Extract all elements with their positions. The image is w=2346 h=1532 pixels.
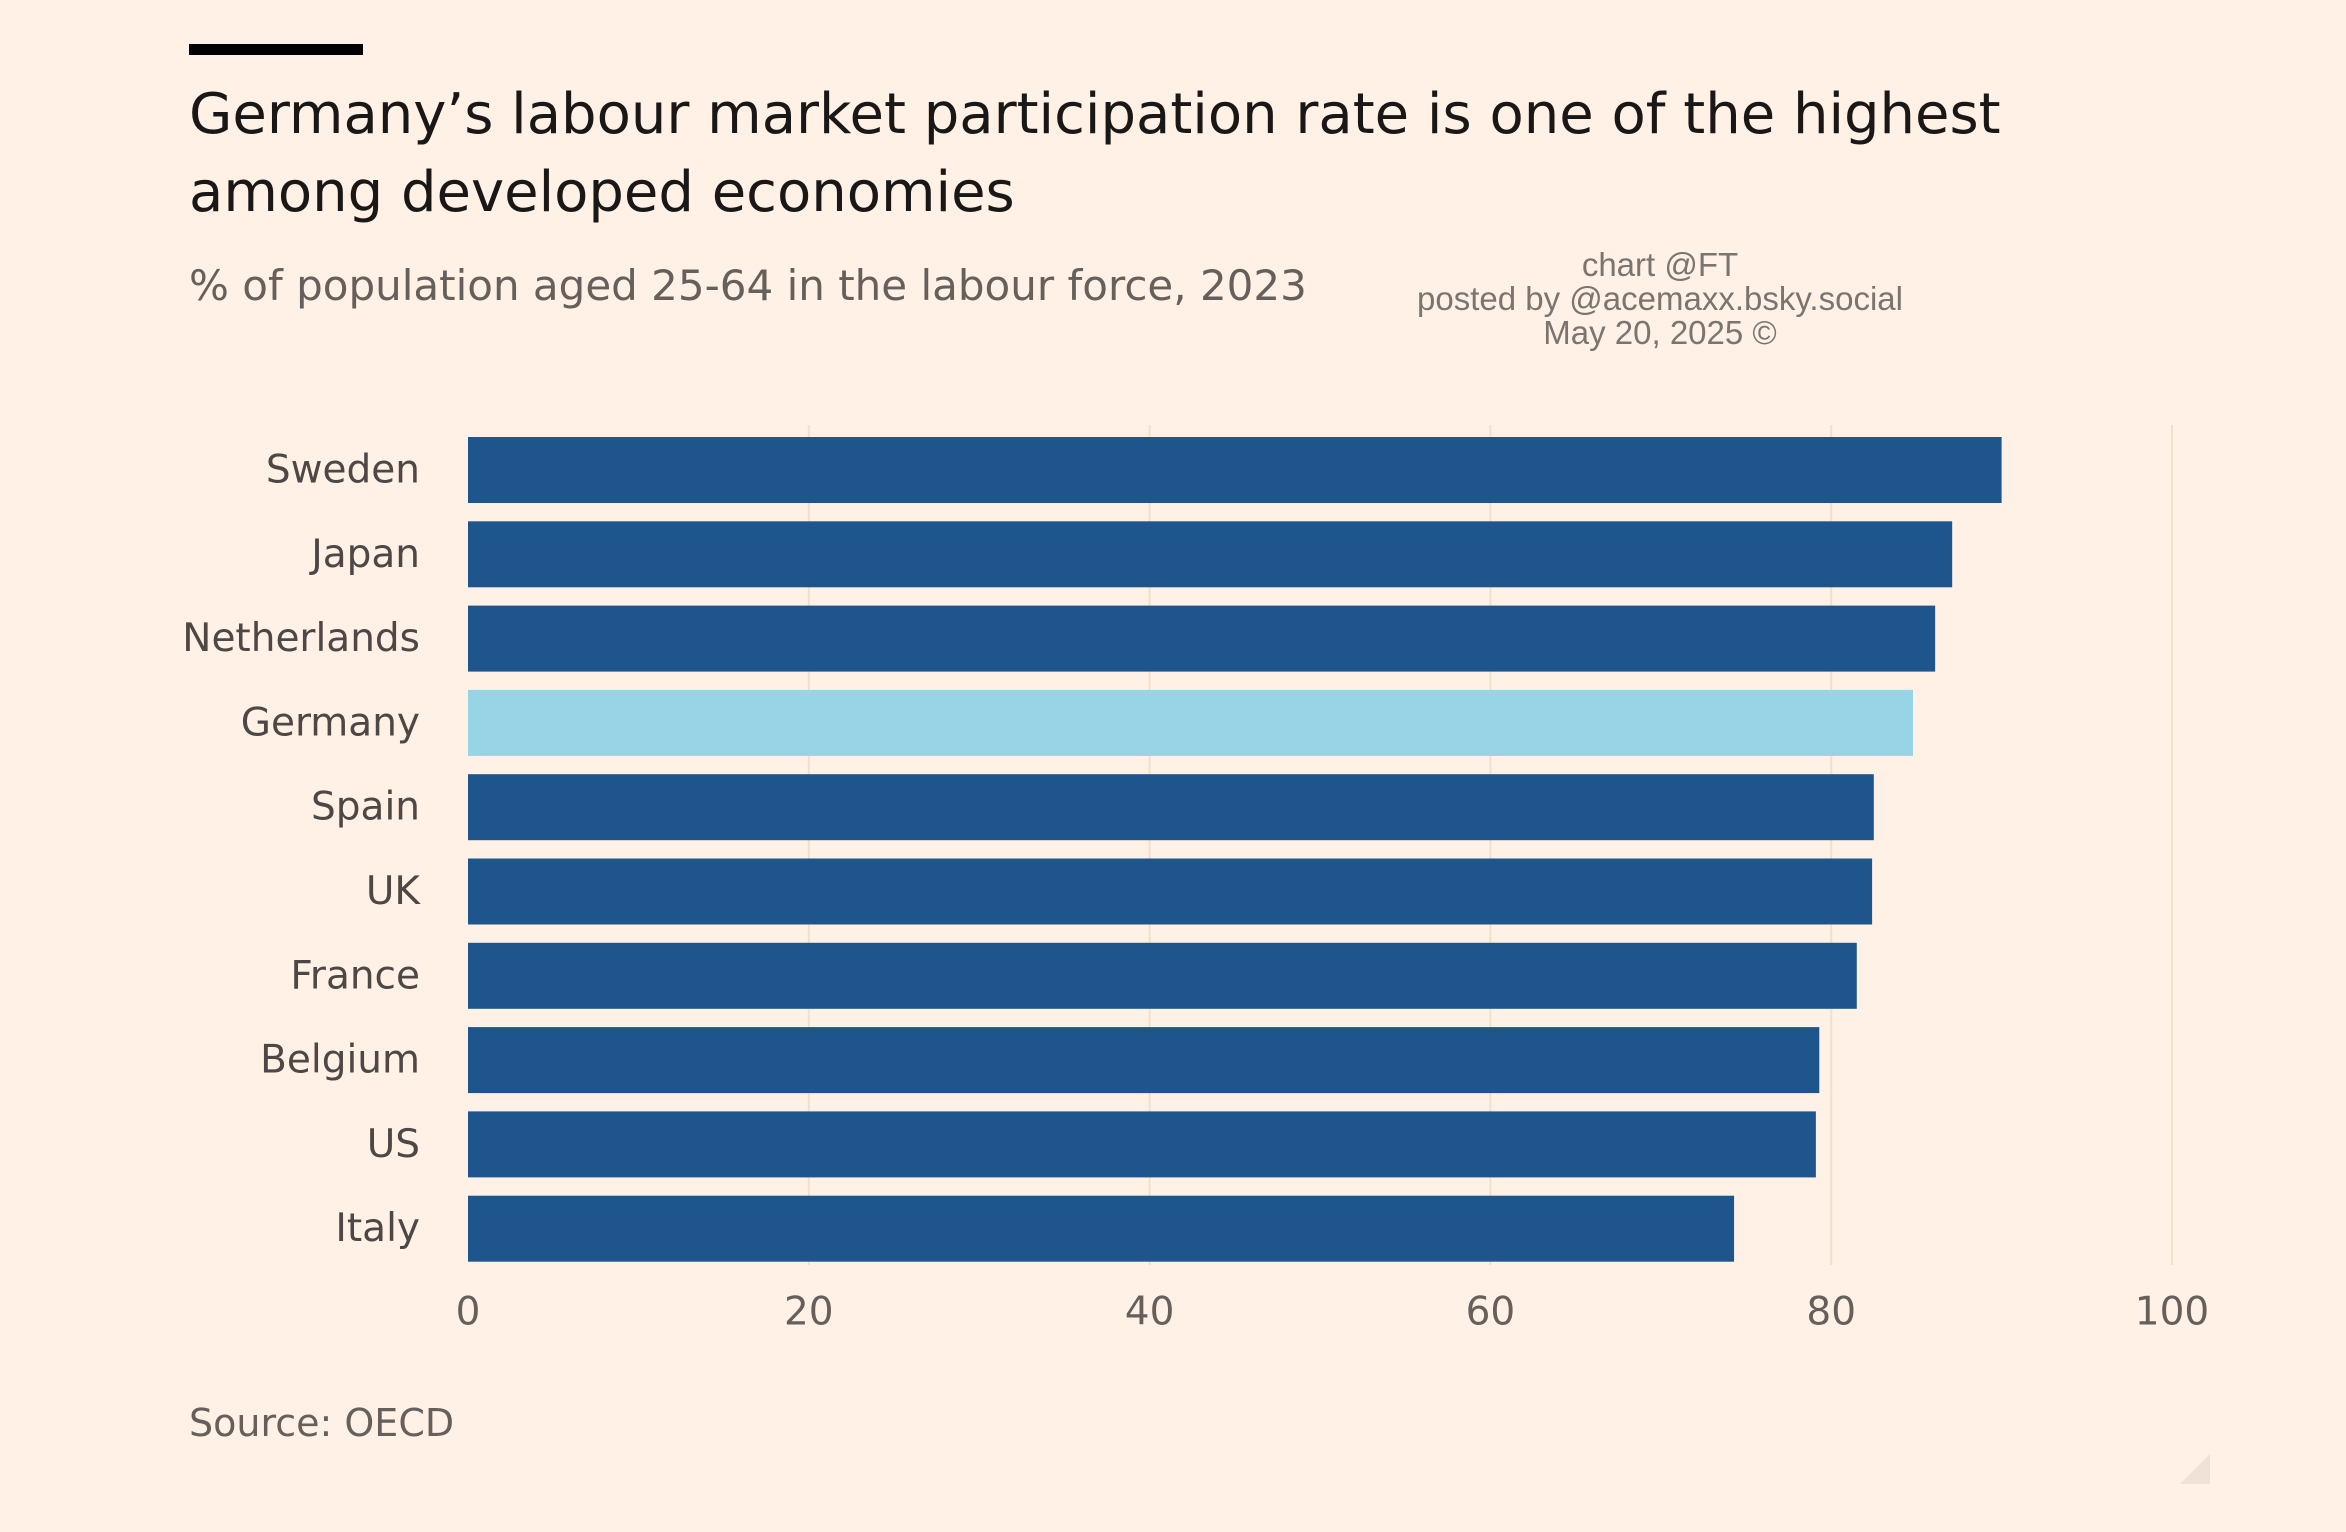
x-tick-label: 20 <box>784 1290 834 1335</box>
bar <box>468 942 1857 1009</box>
watermark-line: posted by @acemaxx.bsky.social <box>1417 280 1903 317</box>
bar <box>468 521 1953 588</box>
category-label: Japan <box>308 532 420 577</box>
category-label: Italy <box>335 1206 420 1251</box>
x-tick-label: 0 <box>456 1290 481 1335</box>
watermark-line: May 20, 2025 © <box>1543 314 1777 351</box>
category-label: Spain <box>311 785 420 830</box>
category-label: Belgium <box>260 1038 420 1083</box>
chart-title: Germany’s labour market participation ra… <box>189 82 2001 225</box>
chart-subtitle: % of population aged 25-64 in the labour… <box>189 261 1307 310</box>
bar-chart: Sweden Japan Netherlands Germany Spain UK Fran… <box>182 425 2209 1335</box>
resize-corner-icon <box>2180 1454 2210 1484</box>
bar-highlight <box>468 689 1913 756</box>
x-tick-label: 60 <box>1466 1290 1516 1335</box>
x-tick-label: 40 <box>1125 1290 1175 1335</box>
category-label: France <box>290 953 420 998</box>
bar <box>468 1111 1816 1178</box>
bar <box>468 437 2002 503</box>
bar <box>468 1027 1820 1094</box>
x-tick-label: 100 <box>2135 1290 2209 1335</box>
bar <box>468 605 1936 672</box>
category-label: UK <box>366 869 422 914</box>
category-label: US <box>367 1122 420 1167</box>
top-rule <box>189 44 363 55</box>
category-label: Sweden <box>266 448 420 493</box>
watermark-line: chart @FT <box>1581 246 1739 283</box>
category-label: Netherlands <box>182 616 420 661</box>
watermark: chart @FT posted by @acemaxx.bsky.social… <box>1380 248 1940 350</box>
category-label: Germany <box>241 700 420 745</box>
bar <box>468 1195 1735 1262</box>
x-tick-label: 80 <box>1806 1290 1856 1335</box>
bar <box>468 774 1874 841</box>
bar <box>468 858 1873 925</box>
source-note: Source: OECD <box>189 1401 455 1445</box>
